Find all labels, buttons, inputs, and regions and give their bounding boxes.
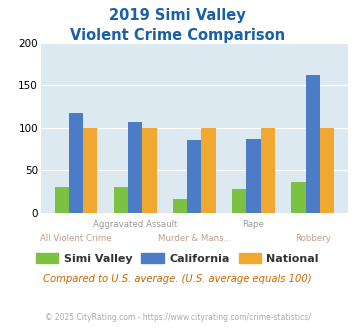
Bar <box>142 128 157 213</box>
Bar <box>187 140 201 213</box>
Bar <box>173 199 187 213</box>
Bar <box>291 182 306 213</box>
Text: © 2025 CityRating.com - https://www.cityrating.com/crime-statistics/: © 2025 CityRating.com - https://www.city… <box>45 313 310 322</box>
Bar <box>261 128 275 213</box>
Text: Rape: Rape <box>242 220 264 229</box>
Text: Aggravated Assault: Aggravated Assault <box>93 220 178 229</box>
Text: Robbery: Robbery <box>295 234 331 243</box>
Bar <box>320 128 334 213</box>
Text: Compared to U.S. average. (U.S. average equals 100): Compared to U.S. average. (U.S. average … <box>43 274 312 284</box>
Text: All Violent Crime: All Violent Crime <box>40 234 112 243</box>
Bar <box>232 189 246 213</box>
Bar <box>83 128 97 213</box>
Legend: Simi Valley, California, National: Simi Valley, California, National <box>32 248 323 268</box>
Bar <box>128 122 142 213</box>
Bar <box>114 186 128 213</box>
Bar <box>201 128 215 213</box>
Text: 2019 Simi Valley: 2019 Simi Valley <box>109 8 246 23</box>
Bar <box>55 186 69 213</box>
Bar <box>246 139 261 213</box>
Text: Murder & Mans...: Murder & Mans... <box>158 234 231 243</box>
Text: Violent Crime Comparison: Violent Crime Comparison <box>70 28 285 43</box>
Bar <box>69 114 83 213</box>
Bar <box>306 75 320 213</box>
